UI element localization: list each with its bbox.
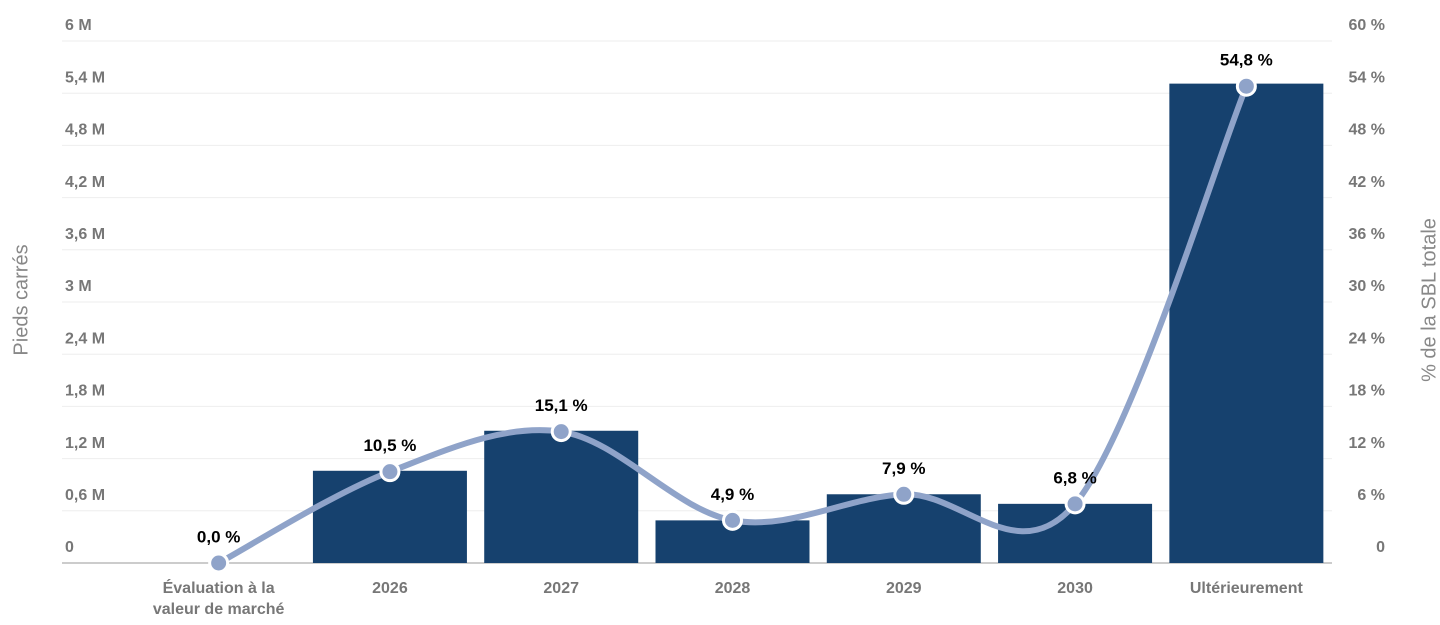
y-tick-label: 4,2 M xyxy=(65,174,105,191)
y-tick-label: 1,8 M xyxy=(65,383,105,400)
line-marker xyxy=(379,461,401,483)
line-marker xyxy=(722,509,743,531)
line-marker xyxy=(208,552,230,574)
y2-tick-label: 60 % xyxy=(1349,17,1385,34)
x-tick-label: Ultérieurement xyxy=(1189,580,1303,597)
data-label: 15,1 % xyxy=(535,396,588,415)
y-tick-label: 3,6 M xyxy=(65,226,105,243)
x-tick-label: 2029 xyxy=(885,580,922,597)
line-marker xyxy=(1064,493,1086,515)
data-label: 6,8 % xyxy=(1053,468,1096,487)
y2-tick-label: 12 % xyxy=(1349,435,1385,452)
data-label: 4,9 % xyxy=(711,485,754,504)
y2-tick-label: 6 % xyxy=(1357,487,1385,504)
data-label: 10,5 % xyxy=(363,436,416,455)
data-label: 54,8 % xyxy=(1220,51,1273,70)
y2-tick-label: 42 % xyxy=(1349,174,1385,191)
y-tick-label: 2,4 M xyxy=(65,330,105,347)
y2-tick-label: 18 % xyxy=(1349,383,1385,400)
y-tick-label: 6 M xyxy=(65,17,92,34)
y2-tick-label: 48 % xyxy=(1349,122,1385,139)
x-tick-label: 2026 xyxy=(372,580,408,597)
y2-axis-title: % de la SBL totale xyxy=(1418,218,1440,382)
bar xyxy=(1169,83,1324,563)
data-label: 0,0 % xyxy=(197,527,240,546)
x-tick-label: 2028 xyxy=(714,580,751,597)
x-tick-label: 2030 xyxy=(1057,580,1093,597)
data-label: 7,9 % xyxy=(882,459,925,478)
y-tick-label: 0 xyxy=(65,539,74,556)
y2-tick-label: 24 % xyxy=(1349,330,1385,347)
y-tick-label: 4,8 M xyxy=(65,122,105,139)
y2-tick-label: 0 xyxy=(1376,539,1385,556)
y2-tick-label: 54 % xyxy=(1349,69,1385,86)
line-marker xyxy=(1235,75,1257,97)
line xyxy=(215,83,1250,566)
y-tick-label: 1,2 M xyxy=(65,435,105,452)
x-tick-label: 2027 xyxy=(543,580,579,597)
y-tick-label: 3 M xyxy=(65,278,92,295)
line-marker xyxy=(550,421,572,443)
bar xyxy=(312,470,467,563)
line-marker xyxy=(893,483,915,505)
y2-tick-label: 36 % xyxy=(1349,226,1385,243)
y2-tick-label: 30 % xyxy=(1349,278,1385,295)
x-tick-label: Évaluation à la valeur de marché xyxy=(152,580,285,618)
y-axis-title: Pieds carrés xyxy=(10,244,32,355)
y-tick-label: 0,6 M xyxy=(65,487,105,504)
y-tick-label: 5,4 M xyxy=(65,69,105,86)
